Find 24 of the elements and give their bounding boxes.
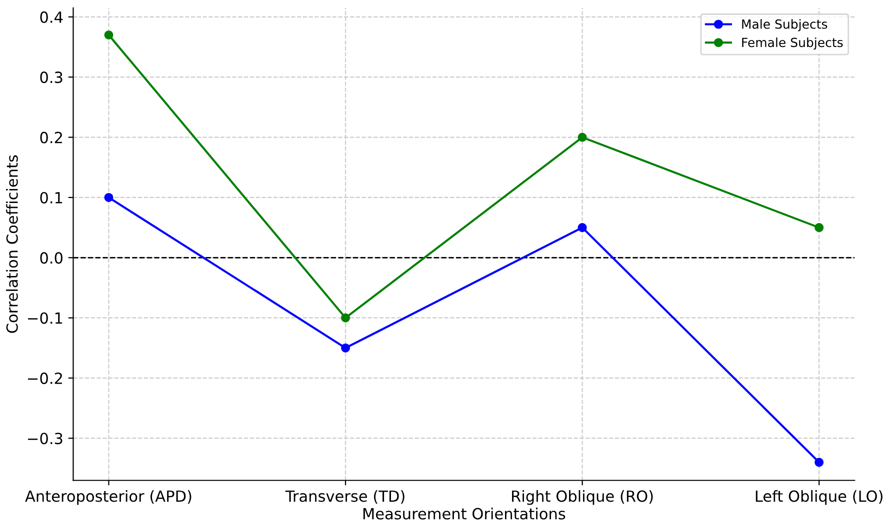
- x-tick-label: Left Oblique (LO): [756, 490, 882, 505]
- x-tick-label: Anteroposterior (APD): [25, 490, 192, 505]
- y-tick-label: 0.2: [40, 132, 62, 144]
- point: [578, 223, 587, 232]
- point: [341, 313, 350, 322]
- y-axis-title: Correlation Coefficients: [6, 155, 18, 333]
- y-tick-label: −0.2: [28, 372, 62, 384]
- legend-label: Male Subjects: [742, 19, 828, 32]
- x-tick-label: Transverse (TD): [285, 490, 404, 504]
- point: [578, 132, 587, 142]
- y-tick-label: −0.3: [28, 432, 62, 444]
- point: [104, 192, 114, 202]
- legend-label: Female Subjects: [742, 37, 843, 50]
- x-axis-title: Measurement Orientations: [363, 508, 566, 520]
- y-tick-label: −0.1: [28, 312, 62, 324]
- point: [341, 343, 350, 352]
- y-tick-label: 0.3: [40, 72, 62, 84]
- point: [104, 30, 114, 40]
- x-tick-label: Right Oblique (RO): [512, 490, 653, 505]
- y-tick-label: 0.1: [40, 192, 62, 204]
- y-tick-label: 0.0: [40, 252, 62, 264]
- y-tick-label: 0.4: [40, 11, 63, 23]
- point: [814, 223, 824, 232]
- point: [814, 458, 824, 467]
